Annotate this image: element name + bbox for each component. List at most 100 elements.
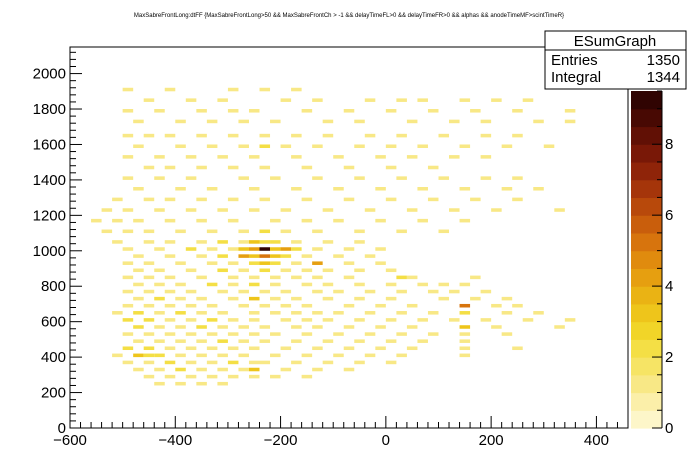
heatmap-bin — [354, 176, 365, 180]
heatmap-bin — [512, 303, 523, 308]
heatmap-bin — [291, 261, 302, 265]
heatmap-bin — [396, 133, 407, 138]
heatmap-bin — [259, 325, 271, 329]
stats-box[interactable]: ESumGraph Entries 1350 Integral 1344 — [544, 30, 687, 90]
heatmap-bin — [449, 119, 460, 124]
heatmap-bin — [227, 374, 239, 379]
heatmap-bin — [112, 218, 123, 223]
heatmap-bin — [301, 374, 313, 379]
heatmap-bin — [238, 240, 249, 244]
heatmap-bin — [227, 318, 239, 322]
heatmap-bin — [417, 187, 428, 191]
y-tick-label: 1800 — [33, 101, 66, 118]
heatmap-bin — [143, 197, 155, 202]
heatmap-bin — [280, 367, 292, 372]
heatmap-bin — [322, 133, 334, 138]
heatmap-bin — [449, 155, 460, 159]
heatmap-bin — [206, 261, 218, 265]
palette-swatch — [631, 357, 662, 376]
heatmap-bin — [185, 98, 197, 102]
stats-entries-value: 1350 — [647, 52, 680, 69]
heatmap-bin — [270, 119, 281, 124]
heatmap-bin — [312, 289, 323, 294]
heatmap-bin — [122, 332, 134, 336]
heatmap-bin — [385, 144, 397, 149]
heatmap-bin — [364, 311, 376, 315]
heatmap-bin — [291, 339, 302, 343]
heatmap-bin — [238, 353, 249, 358]
heatmap-bin — [343, 261, 355, 265]
heatmap-bin — [280, 318, 292, 322]
heatmap-bin — [322, 240, 334, 244]
heatmap-bin — [259, 268, 271, 273]
plot-frame[interactable] — [69, 46, 629, 429]
heatmap-bin — [385, 197, 397, 202]
heatmap-bin — [543, 144, 555, 149]
heatmap-bin — [143, 303, 155, 308]
heatmap-bin — [343, 367, 355, 372]
heatmap-bin — [206, 374, 218, 379]
heatmap-bin — [312, 275, 323, 280]
heatmap-bin — [270, 240, 281, 244]
heatmap-bin — [533, 119, 544, 124]
heatmap-bin — [217, 208, 228, 212]
palette-swatch — [631, 126, 662, 145]
color-palette[interactable] — [631, 91, 662, 429]
palette-swatch — [631, 197, 662, 216]
heatmap-bin — [427, 109, 439, 113]
heatmap-bin — [427, 332, 439, 336]
heatmap-bin — [406, 325, 418, 329]
z-axis: 0 2 4 6 8 — [652, 90, 673, 437]
heatmap-bin — [259, 240, 271, 244]
heatmap-bin — [133, 339, 144, 343]
heatmap-bin — [164, 318, 176, 322]
x-tick-label: 0 — [382, 432, 390, 449]
heatmap-bin — [312, 346, 323, 351]
heatmap-bin — [301, 303, 313, 308]
z-tick-label: 6 — [665, 207, 673, 224]
palette-swatch — [631, 410, 662, 429]
heatmap-bin — [238, 247, 249, 251]
heatmap-bin — [280, 289, 292, 294]
heatmap-bin — [333, 155, 344, 159]
heatmap-bin — [385, 360, 397, 365]
heatmap-bin — [185, 268, 197, 273]
heatmap-bin — [417, 144, 428, 149]
heatmap-bin — [480, 176, 492, 180]
heatmap-bin — [217, 353, 228, 358]
heatmap-bin — [248, 187, 260, 191]
heatmap-bin — [291, 187, 302, 191]
heatmap-bin — [301, 109, 313, 113]
heatmap-bin — [238, 254, 249, 258]
heatmap-bin — [470, 296, 481, 301]
heatmap-bin — [227, 197, 239, 202]
palette-swatch — [631, 303, 662, 323]
heatmap-bin — [164, 303, 176, 308]
heatmap-bin — [406, 346, 418, 351]
heatmap-bin — [259, 247, 271, 251]
heatmap-bin — [427, 289, 439, 294]
heatmap-bin — [122, 360, 134, 365]
heatmap-bin — [154, 247, 165, 251]
heatmap-bin — [280, 346, 292, 351]
heatmap-bin — [101, 208, 113, 212]
stats-entries-label: Entries — [551, 52, 598, 69]
palette-swatch — [631, 286, 662, 305]
y-tick-label: 1600 — [33, 136, 66, 153]
heatmap-bin — [154, 208, 165, 212]
heatmap-bin — [417, 282, 428, 287]
heatmap-bin — [164, 289, 176, 294]
heatmap-bin — [385, 318, 397, 322]
heatmap-bin — [154, 155, 165, 159]
heatmap-bin — [164, 197, 176, 202]
heatmap-bin — [438, 229, 450, 234]
palette-swatch — [631, 250, 662, 269]
heatmap-bin — [122, 229, 134, 234]
heatmap-bin — [438, 176, 450, 180]
heatmap-bin — [417, 98, 428, 102]
heatmap-bin — [175, 296, 186, 301]
heatmap-bin — [470, 275, 481, 280]
heatmap-bin — [164, 275, 176, 280]
heatmap-bin — [248, 208, 260, 212]
